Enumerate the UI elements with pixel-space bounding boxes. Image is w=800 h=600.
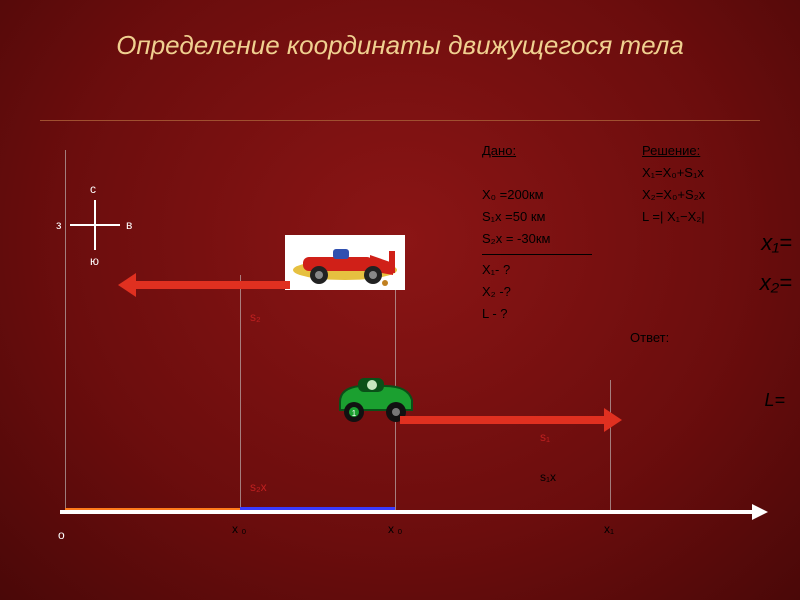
vector-s2 [130, 275, 290, 295]
given-1: X₀ =200км [482, 186, 600, 206]
label-given: Дано: [482, 142, 600, 162]
sol-1: X₁=X₀+S₁x [602, 164, 713, 184]
vector-s1 [400, 410, 610, 430]
compass-n: с [90, 182, 96, 196]
label-origin: о [58, 528, 65, 542]
label-s2x: s₂x [250, 480, 267, 494]
x-axis [60, 510, 760, 514]
title-underline [40, 120, 760, 121]
svg-text:1: 1 [352, 409, 357, 418]
label-x1: х₁ [604, 522, 614, 536]
scribble-x2: x₂= [760, 270, 792, 296]
scribble-x1: x₁= [761, 230, 792, 256]
label-s2: s₂ [250, 310, 261, 324]
compass-w: з [56, 218, 62, 232]
scribble-l: L= [764, 390, 785, 411]
given-2: S₁x =50 км [482, 208, 600, 228]
race-car-red [285, 235, 405, 290]
problem-panel: Дано: Решение: X₁=X₀+S₁x X₀ =200км X₂=X₀… [480, 140, 715, 327]
label-s1: s₁ [540, 430, 550, 444]
sol-2: X₂=X₀+S₂x [602, 186, 713, 206]
unknown-3: L - ? [482, 305, 600, 325]
label-s1x: s₁x [540, 470, 556, 484]
unknown-1: X₁- ? [482, 261, 600, 281]
given-3: S₂x = -30км [482, 230, 600, 250]
slide-title: Определение координаты движущегося тела [0, 30, 800, 61]
label-solution: Решение: [602, 142, 713, 162]
compass-e: в [126, 218, 132, 232]
compass-s: ю [90, 254, 99, 268]
sol-3: L =| X₁−X₂| [602, 208, 713, 228]
label-x0a: х ₀ [232, 522, 246, 536]
label-answer: Ответ: [630, 330, 669, 345]
slide: Определение координаты движущегося тела … [0, 0, 800, 600]
unknown-2: X₂ -? [482, 283, 600, 303]
label-x0b: х ₀ [388, 522, 402, 536]
